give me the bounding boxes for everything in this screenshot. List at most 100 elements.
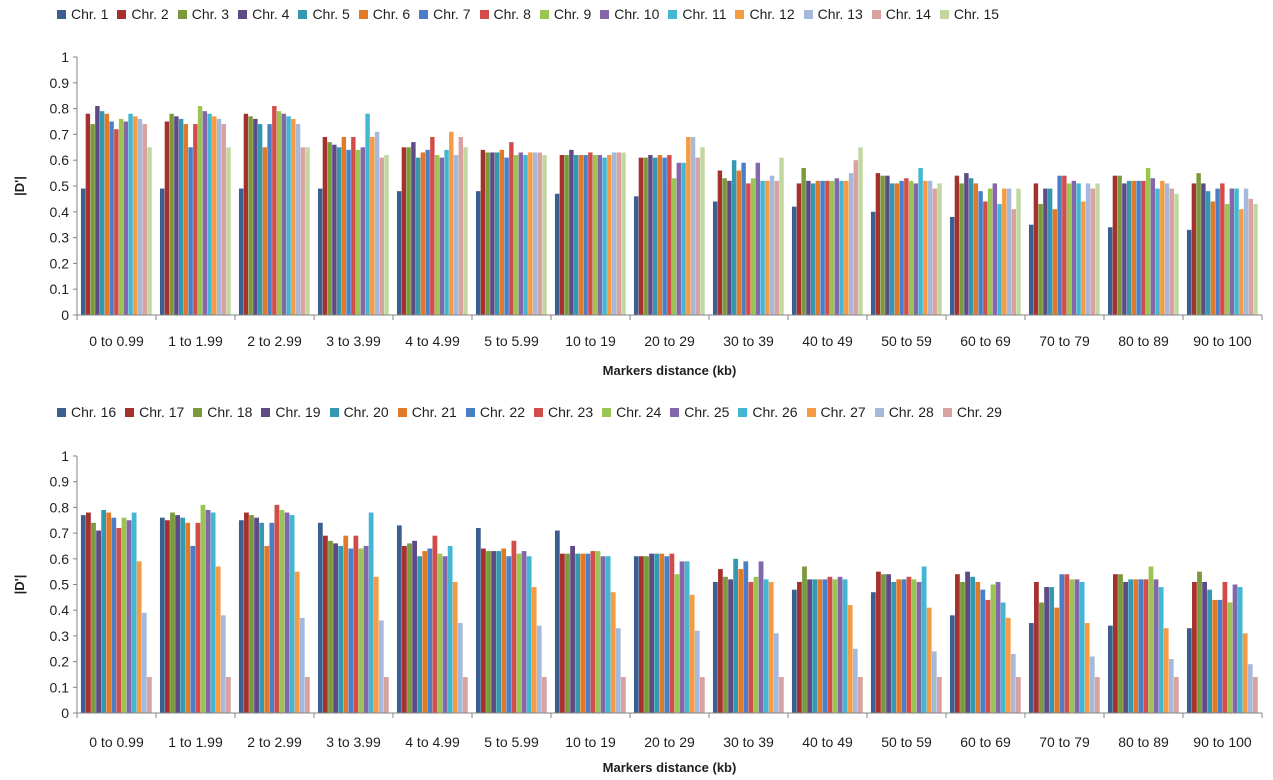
bar [327, 142, 332, 315]
bar [259, 522, 265, 713]
bar [1201, 183, 1206, 315]
legend-label: Chr. 27 [820, 404, 866, 420]
bar [669, 553, 675, 713]
bar [523, 155, 528, 315]
bar [817, 579, 823, 713]
bar [648, 155, 653, 315]
bar [422, 551, 428, 713]
x-tick-label: 4 to 4.99 [405, 734, 460, 750]
legend-swatch [939, 9, 949, 19]
y-tick-label: 0.5 [50, 178, 70, 194]
bar [832, 579, 838, 713]
bar [727, 180, 732, 315]
bar [221, 124, 227, 315]
bar [279, 509, 285, 713]
x-tick-label: 80 to 89 [1118, 333, 1169, 349]
bar [248, 116, 253, 315]
legend-item: Chr. 5 [298, 6, 350, 22]
bar [1054, 607, 1060, 713]
bar [560, 553, 565, 713]
bar [968, 178, 974, 315]
bar [1136, 180, 1141, 315]
legend-item: Chr. 23 [533, 404, 593, 420]
bar [276, 111, 282, 316]
bar [812, 579, 818, 713]
legend-item: Chr. 29 [942, 404, 1002, 420]
bar [889, 183, 895, 315]
bar [174, 116, 179, 315]
bar [118, 118, 124, 315]
y-tick-label: 0.4 [50, 204, 70, 220]
bar [774, 180, 780, 315]
bar [363, 545, 369, 713]
legend-item: Chr. 20 [329, 404, 389, 420]
bar [679, 561, 685, 713]
legend-item: Chr. 6 [358, 6, 410, 22]
bar [600, 556, 606, 713]
bar [899, 180, 904, 315]
bar [355, 149, 361, 315]
bar [918, 167, 923, 315]
bar [126, 520, 132, 713]
bar [1224, 204, 1230, 315]
bar [475, 191, 481, 315]
bar [531, 587, 537, 713]
bar [827, 576, 833, 713]
bar [755, 162, 761, 315]
bar [569, 149, 574, 315]
bar [437, 553, 443, 713]
legend-swatch [358, 9, 368, 19]
bar [839, 180, 844, 315]
bar [932, 188, 938, 315]
bar [1122, 183, 1127, 315]
bar [430, 136, 435, 315]
y-tick-label: 0.4 [50, 602, 70, 618]
legend-swatch [177, 9, 187, 19]
legend-swatch [668, 9, 678, 19]
legend-item: Chr. 1 [57, 6, 108, 22]
legend-label: Chr. 15 [953, 6, 1000, 22]
bar-chart-top: 0 0.1 0.2 0.3 0.4 0.5 0.6 0.7 0.8 0.9 1 |D'| 0 to 0.… [12, 49, 1263, 378]
legend-item: Chr. 4 [238, 6, 289, 22]
bar [136, 561, 142, 713]
bar [133, 116, 138, 315]
bar [226, 147, 231, 315]
bar [638, 157, 644, 315]
bar [602, 157, 607, 315]
bar [407, 543, 412, 713]
bar [753, 576, 759, 713]
legend-label: Chr. 20 [343, 404, 389, 420]
bar [913, 183, 919, 315]
legend-swatch [193, 407, 203, 417]
y-tick-label: 0.9 [50, 75, 70, 91]
bar [462, 677, 468, 713]
legend-swatch [600, 9, 610, 19]
bar [447, 545, 453, 713]
legend-label: Chr. 17 [139, 404, 185, 420]
bar [1064, 574, 1070, 713]
bar [657, 155, 663, 315]
bar [1174, 193, 1179, 315]
bar [180, 517, 186, 713]
bar [578, 155, 584, 315]
x-tick-label: 30 to 39 [723, 333, 774, 349]
bar [80, 515, 86, 713]
bar [1084, 623, 1090, 713]
legend-item: Chr. 24 [602, 404, 661, 420]
bar [373, 576, 379, 713]
bar [842, 579, 848, 713]
bar [532, 152, 538, 315]
bar [1186, 229, 1192, 315]
bar [802, 566, 807, 713]
bar [1229, 188, 1235, 315]
bar [109, 121, 114, 315]
bar [995, 581, 1001, 713]
bar [111, 517, 117, 713]
x-tick-label: 0 to 0.99 [89, 734, 144, 750]
bar [1232, 584, 1238, 713]
legend-bottom: Chr. 16 Chr. 17 Chr. 18 Chr. 19 Chr. 20 Chr. … [57, 404, 1011, 420]
bar [1164, 183, 1170, 315]
bar [442, 556, 448, 713]
bar [1038, 204, 1043, 315]
bar [712, 201, 718, 315]
